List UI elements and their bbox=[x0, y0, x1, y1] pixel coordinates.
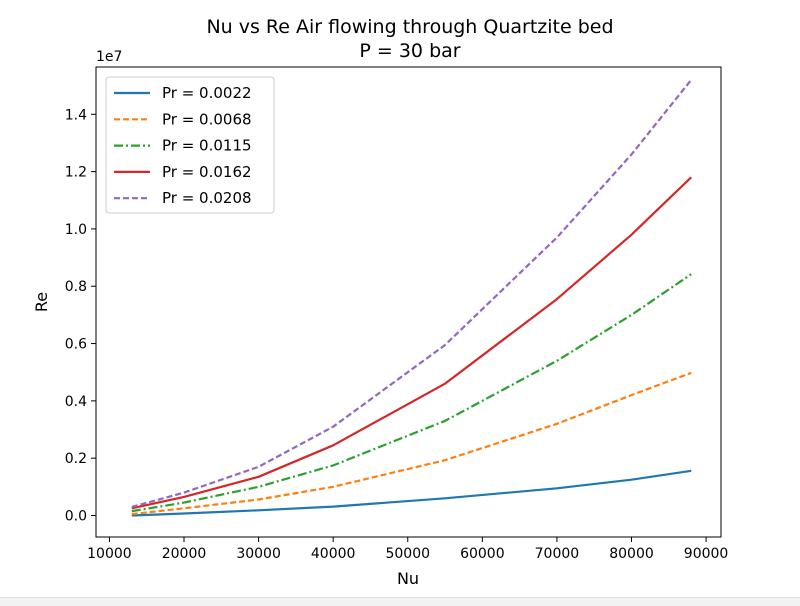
y-tick-label: 0.2 bbox=[65, 451, 87, 467]
y-tick-label: 1.2 bbox=[65, 165, 87, 181]
y-tick-label: 0.6 bbox=[65, 337, 87, 353]
x-tick-label: 30000 bbox=[236, 546, 281, 562]
series-layer bbox=[131, 79, 693, 517]
legend-label-4: Pr = 0.0162 bbox=[162, 163, 252, 181]
x-tick-label: 20000 bbox=[162, 546, 207, 562]
series-line-4 bbox=[131, 176, 692, 510]
series-line-3 bbox=[131, 273, 692, 513]
x-tick-label: 10000 bbox=[87, 546, 132, 562]
x-tick-label: 60000 bbox=[460, 546, 505, 562]
y-offset-label: 1e7 bbox=[96, 49, 122, 65]
y-tick-label: 0.0 bbox=[65, 509, 87, 525]
legend-label-5: Pr = 0.0208 bbox=[162, 189, 252, 207]
legend-label-2: Pr = 0.0068 bbox=[162, 110, 252, 128]
bottom-strip bbox=[0, 597, 800, 606]
plot-frame bbox=[95, 66, 722, 538]
chart-title: Nu vs Re Air flowing through Quartzite b… bbox=[206, 16, 613, 38]
x-tick-label: 70000 bbox=[535, 546, 580, 562]
y-tick-label: 0.8 bbox=[65, 279, 87, 295]
legend-box bbox=[105, 76, 275, 214]
x-axis-label: Nu bbox=[397, 569, 419, 588]
y-axis-label: Re bbox=[32, 292, 51, 312]
y-tick-label: 1.4 bbox=[65, 107, 87, 123]
series-line-5 bbox=[131, 79, 693, 508]
legend-label-3: Pr = 0.0115 bbox=[162, 137, 252, 155]
series-line-2 bbox=[131, 371, 692, 516]
tick-layer: 10000 20000 30000 40000 50000 60000 70000 80000… bbox=[65, 107, 729, 562]
x-tick-label: 50000 bbox=[385, 546, 430, 562]
x-tick-label: 80000 bbox=[609, 546, 654, 562]
y-tick-label: 0.4 bbox=[65, 394, 87, 410]
legend: Pr = 0.0022 Pr = 0.0068 Pr = 0.0115 Pr = 0.… bbox=[105, 76, 275, 214]
series-line-1 bbox=[131, 469, 692, 517]
legend-items: Pr = 0.0022 Pr = 0.0068 Pr = 0.0115 Pr = 0.… bbox=[114, 84, 252, 207]
legend-label-1: Pr = 0.0022 bbox=[162, 84, 252, 102]
x-tick-label: 90000 bbox=[684, 546, 729, 562]
x-tick-label: 40000 bbox=[311, 546, 356, 562]
y-tick-label: 1.0 bbox=[65, 222, 87, 238]
chart-subtitle: P = 30 bar bbox=[359, 40, 460, 62]
